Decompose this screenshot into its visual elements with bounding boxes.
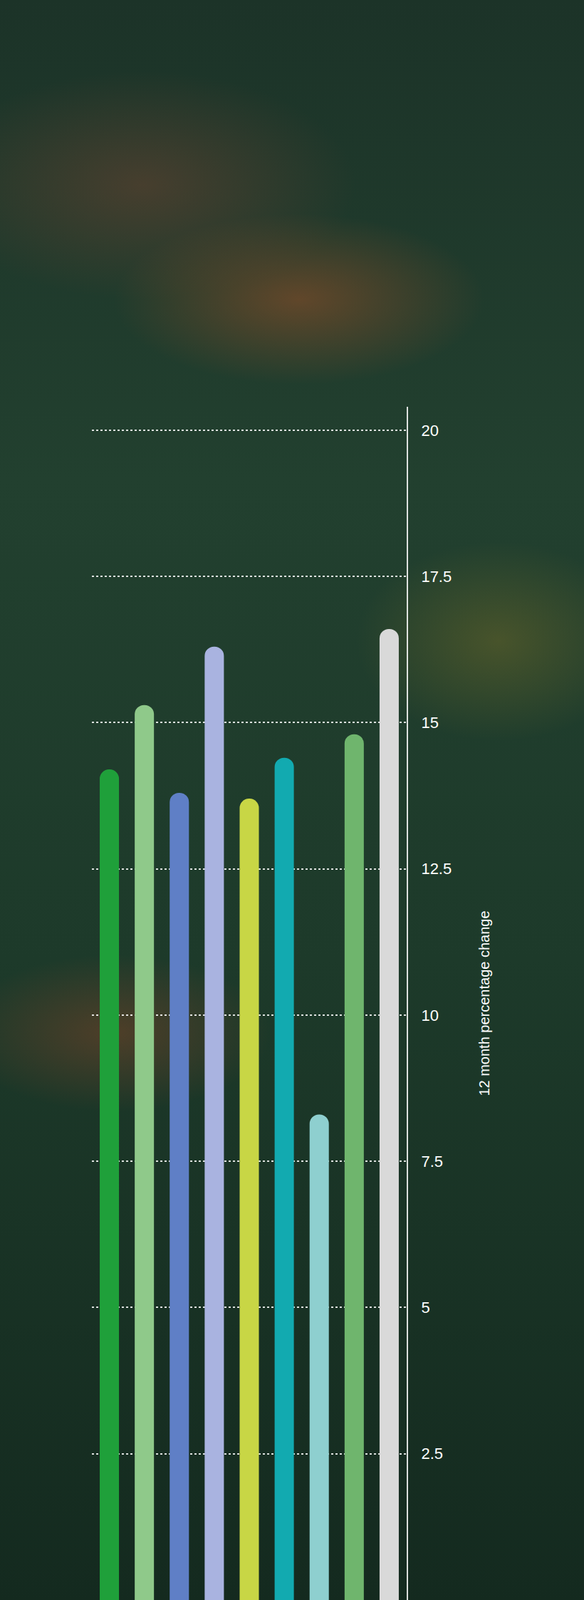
svg-text:15: 15 [420, 713, 438, 732]
svg-text:10: 10 [420, 1006, 438, 1025]
svg-text:12.5: 12.5 [420, 859, 452, 878]
svg-text:17.5: 17.5 [420, 567, 452, 586]
svg-text:2.5: 2.5 [420, 1444, 443, 1463]
svg-text:12 month percentage change: 12 month percentage change [476, 910, 493, 1096]
svg-text:7.5: 7.5 [420, 1152, 443, 1171]
svg-text:20: 20 [420, 421, 438, 440]
svg-text:5: 5 [420, 1298, 430, 1317]
